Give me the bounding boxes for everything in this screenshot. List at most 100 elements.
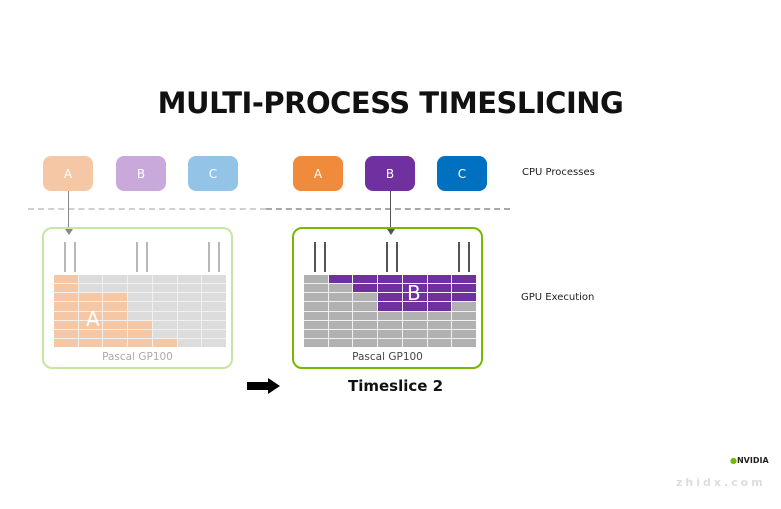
gpu-label: Pascal GP100 xyxy=(102,351,173,363)
timeslice-caption: Timeslice 2 xyxy=(348,377,444,395)
sm-cell xyxy=(427,293,452,302)
sm-cell xyxy=(78,293,103,302)
sm-cell xyxy=(128,320,152,329)
sm-cell xyxy=(54,311,78,320)
sm-cell xyxy=(177,284,202,293)
sm-cell xyxy=(402,311,427,320)
sm-cell xyxy=(452,284,476,293)
sm-cell xyxy=(328,293,353,302)
sm-cell xyxy=(177,320,202,329)
sm-cell xyxy=(328,311,353,320)
gpu-box-active: B Pascal GP100 xyxy=(292,227,483,369)
sm-cell xyxy=(177,293,202,302)
time-slice-tick xyxy=(458,242,460,272)
sm-cell xyxy=(304,320,328,329)
time-slice-tick xyxy=(208,242,210,272)
sm-cell xyxy=(452,302,476,311)
sm-cell xyxy=(378,275,402,284)
sm-cell xyxy=(177,275,202,284)
sm-cell xyxy=(378,284,402,293)
sm-cell xyxy=(152,320,177,329)
gpu-execution-label: GPU Execution xyxy=(521,292,595,303)
sm-cell xyxy=(304,284,328,293)
sm-cell xyxy=(128,275,152,284)
sm-cell xyxy=(103,293,128,302)
sm-cell xyxy=(128,302,152,311)
sm-cell xyxy=(78,338,103,347)
sm-cell xyxy=(402,275,427,284)
arrow-right-icon xyxy=(247,382,269,390)
sm-cell xyxy=(328,302,353,311)
sm-cell xyxy=(427,275,452,284)
sm-cell xyxy=(304,293,328,302)
sm-cell xyxy=(328,320,353,329)
process-a-faded: A xyxy=(43,156,93,191)
arrow-right-head xyxy=(268,378,280,394)
sm-grid xyxy=(54,275,226,347)
sm-cell xyxy=(152,338,177,347)
sm-cell xyxy=(54,293,78,302)
time-slice-tick xyxy=(324,242,326,272)
sm-cell xyxy=(304,302,328,311)
arrow-a-line xyxy=(68,191,69,231)
sm-cell xyxy=(353,293,378,302)
sm-cell xyxy=(427,311,452,320)
arrow-down-icon xyxy=(65,229,73,235)
sm-cell xyxy=(54,338,78,347)
sm-cell xyxy=(128,311,152,320)
sm-cell xyxy=(452,293,476,302)
sm-cell xyxy=(78,329,103,338)
grid-process-label: B xyxy=(407,281,421,305)
sm-cell xyxy=(427,329,452,338)
sm-cell xyxy=(78,320,103,329)
time-slice-tick xyxy=(386,242,388,272)
sm-cell xyxy=(328,329,353,338)
sm-cell xyxy=(128,293,152,302)
grid-process-label: A xyxy=(86,307,100,331)
sm-cell xyxy=(378,293,402,302)
sm-cell xyxy=(378,302,402,311)
sm-cell xyxy=(103,275,128,284)
slide-title: MULTI-PROCESS TIMESLICING xyxy=(157,86,624,120)
sm-cell xyxy=(54,284,78,293)
sm-cell xyxy=(103,338,128,347)
sm-cell xyxy=(378,311,402,320)
sm-cell xyxy=(128,329,152,338)
time-slice-tick xyxy=(218,242,220,272)
sm-cell xyxy=(353,329,378,338)
sm-cell xyxy=(202,329,226,338)
sm-cell xyxy=(328,284,353,293)
sm-cell xyxy=(353,320,378,329)
sm-cell xyxy=(427,338,452,347)
sm-cell xyxy=(152,302,177,311)
process-b-faded: B xyxy=(116,156,166,191)
time-slice-tick xyxy=(136,242,138,272)
cpu-processes-label: CPU Processes xyxy=(522,167,595,178)
sm-cell xyxy=(304,275,328,284)
sm-cell xyxy=(427,302,452,311)
sm-cell xyxy=(353,338,378,347)
sm-cell xyxy=(103,320,128,329)
sm-cell xyxy=(54,329,78,338)
sm-cell xyxy=(427,284,452,293)
sm-cell xyxy=(353,311,378,320)
time-slice-tick xyxy=(314,242,316,272)
sm-grid xyxy=(304,275,476,347)
sm-cell xyxy=(378,329,402,338)
time-slice-tick xyxy=(146,242,148,272)
sm-cell xyxy=(304,329,328,338)
sm-cell xyxy=(202,338,226,347)
sm-cell xyxy=(202,293,226,302)
sm-cell xyxy=(402,338,427,347)
process-b: B xyxy=(365,156,415,191)
sm-cell xyxy=(202,275,226,284)
time-slice-tick xyxy=(396,242,398,272)
sm-cell xyxy=(152,329,177,338)
sm-cell xyxy=(78,302,103,311)
sm-cell xyxy=(378,338,402,347)
sm-cell xyxy=(427,320,452,329)
time-slice-tick xyxy=(468,242,470,272)
sm-cell xyxy=(402,293,427,302)
time-slice-tick xyxy=(64,242,66,272)
